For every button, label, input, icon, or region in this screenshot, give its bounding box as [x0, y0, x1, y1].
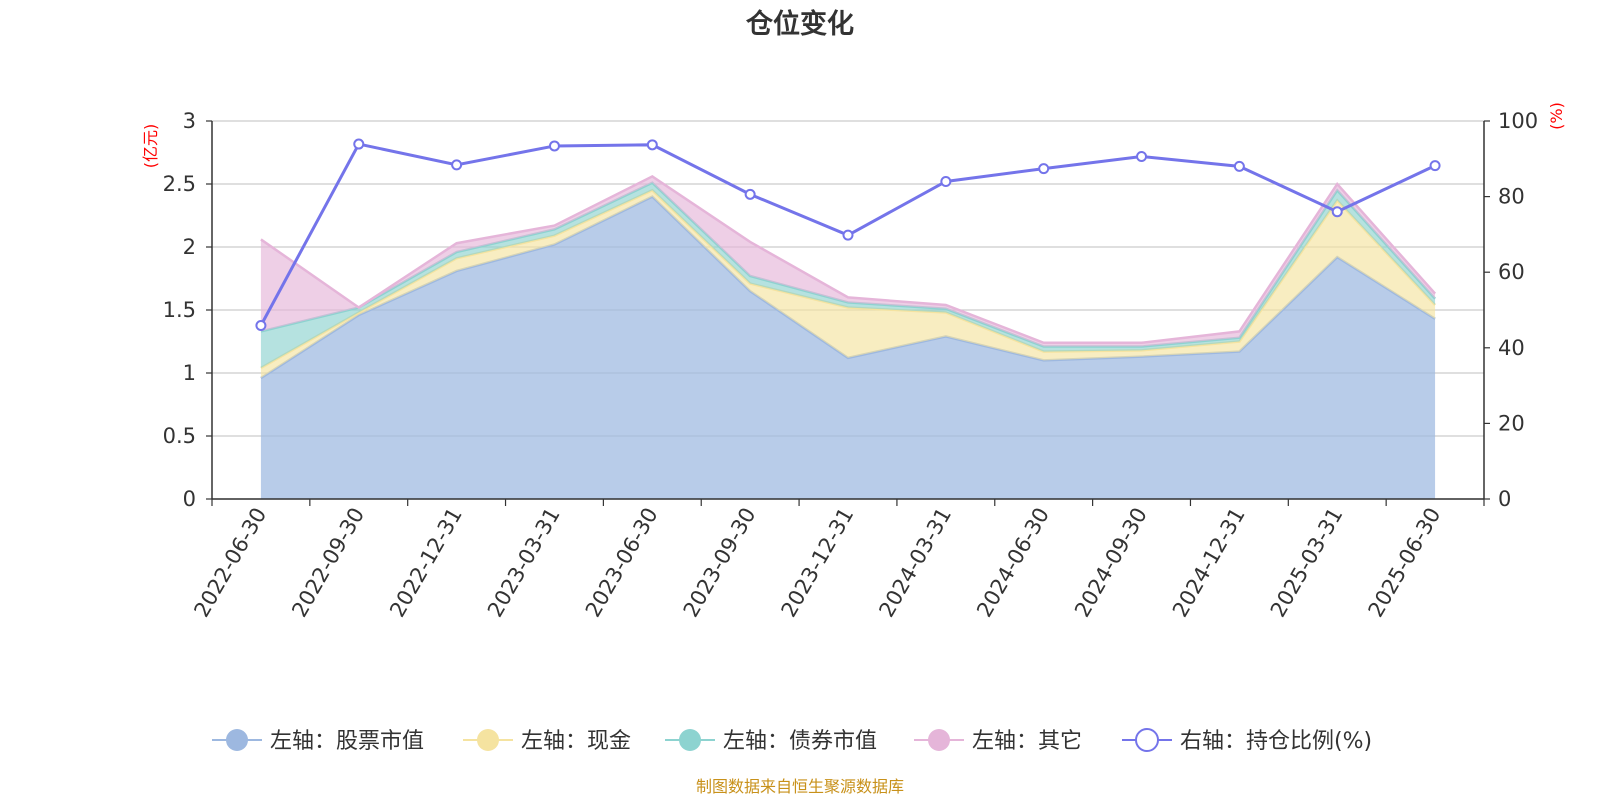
legend: 左轴：股票市值 左轴：现金 左轴：债券市值 左轴：其它 右轴：持仓比例(%) — [212, 728, 1372, 754]
ratio-point — [451, 159, 463, 171]
ratio-point — [842, 229, 854, 241]
ratio-point — [255, 319, 267, 331]
legend-marker-0 — [226, 729, 248, 751]
left-tick-label: 2 — [183, 235, 196, 259]
data-source-note: 制图数据来自恒生聚源数据库 — [696, 777, 904, 796]
left-tick-label: 0.5 — [163, 424, 196, 448]
x-tick-label: 2023-06-30 — [581, 504, 663, 622]
legend-marker-1 — [477, 729, 499, 751]
legend-label-4: 右轴：持仓比例(%) — [1180, 729, 1372, 754]
left-axis-unit: (亿元) — [141, 124, 160, 169]
x-tick-label: 2023-12-31 — [777, 504, 859, 622]
x-tick-label: 2024-12-31 — [1168, 504, 1250, 622]
ratio-point — [744, 188, 756, 200]
right-tick-label: 80 — [1498, 185, 1525, 209]
stacked-areas — [260, 174, 1437, 499]
right-tick-label: 40 — [1498, 336, 1525, 360]
legend-label-2: 左轴：债券市值 — [723, 729, 877, 754]
ratio-point — [646, 139, 658, 151]
left-tick-label: 1.5 — [163, 298, 196, 322]
x-tick-label: 2025-06-30 — [1364, 504, 1446, 622]
legend-label-3: 左轴：其它 — [972, 729, 1082, 754]
x-tick-label: 2025-03-31 — [1266, 504, 1348, 622]
x-tick-label: 2024-03-31 — [874, 504, 956, 622]
legend-label-0: 左轴：股票市值 — [270, 729, 424, 754]
left-tick-label: 2.5 — [163, 172, 196, 196]
x-tick-label: 2022-09-30 — [287, 504, 369, 622]
ratio-line — [255, 138, 1441, 331]
area-0 — [260, 196, 1436, 499]
x-tick-label: 2023-03-31 — [483, 504, 565, 622]
right-axis-unit: (%) — [1547, 102, 1566, 130]
x-tick-label: 2023-09-30 — [679, 504, 761, 622]
x-tick-label: 2024-09-30 — [1070, 504, 1152, 622]
legend-marker-4 — [1135, 728, 1159, 752]
ratio-point — [548, 140, 560, 152]
legend-marker-3 — [928, 729, 950, 751]
ratio-point — [1136, 151, 1148, 163]
chart-title: 仓位变化 — [745, 8, 854, 40]
ratio-point — [353, 138, 365, 150]
ratio-point — [1233, 160, 1245, 172]
legend-label-1: 左轴：现金 — [521, 729, 631, 754]
left-tick-label: 3 — [183, 109, 196, 133]
right-tick-label: 60 — [1498, 260, 1525, 284]
left-tick-label: 1 — [183, 361, 196, 385]
area-1 — [260, 190, 1436, 379]
ratio-point — [1331, 206, 1343, 218]
x-tick-label: 2024-06-30 — [972, 504, 1054, 622]
ratio-point — [1038, 163, 1050, 175]
area-edge-3 — [260, 174, 1437, 345]
x-tick-label: 2022-12-31 — [385, 503, 467, 621]
right-tick-label: 20 — [1498, 411, 1525, 435]
right-tick-label: 100 — [1498, 109, 1538, 133]
left-tick-label: 0 — [183, 487, 196, 511]
legend-marker-2 — [679, 729, 701, 751]
right-tick-label: 0 — [1498, 487, 1511, 511]
ratio-point — [1429, 160, 1441, 172]
x-tick-label: 2022-06-30 — [189, 504, 271, 622]
ratio-point — [940, 175, 952, 187]
